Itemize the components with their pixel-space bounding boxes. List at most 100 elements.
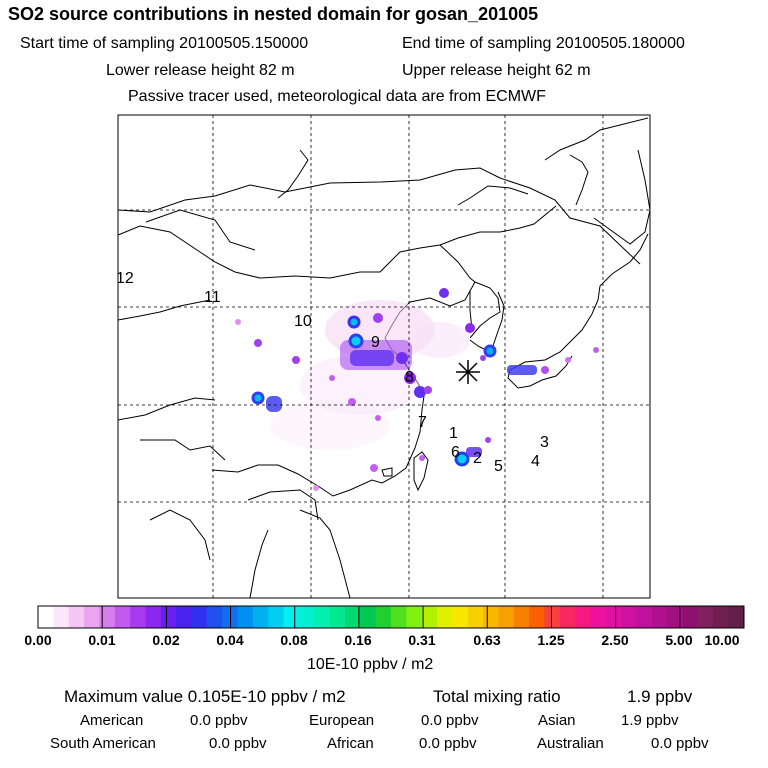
colorbar-cell <box>590 606 607 628</box>
colorbar-cell <box>575 606 592 628</box>
colorbar-tick-label: 0.01 <box>88 632 116 648</box>
colorbar-cell <box>130 606 146 628</box>
total-mixing-label: Total mixing ratio <box>433 687 561 706</box>
colorbar <box>38 606 745 628</box>
colorbar-cell <box>68 606 85 628</box>
colorbar-cell <box>84 606 100 628</box>
european-value: 0.0 ppbv <box>421 712 479 729</box>
colorbar-cell <box>452 606 469 628</box>
colorbar-unit: 10E-10 ppbv / m2 <box>307 656 434 673</box>
american-label: American <box>80 712 144 729</box>
colorbar-cell <box>421 606 438 628</box>
region-label: 12 <box>116 270 134 287</box>
colorbar-cell <box>298 606 315 628</box>
colorbar-cell <box>283 606 300 628</box>
colorbar-cell <box>191 606 208 628</box>
colorbar-cell <box>636 606 653 628</box>
colorbar-cell <box>406 606 423 628</box>
colorbar-cell <box>544 606 561 628</box>
region-label: 1 <box>449 425 458 442</box>
tracer-plume <box>235 288 599 491</box>
region-label: 3 <box>540 434 549 451</box>
colorbar-tick-label: 5.00 <box>665 632 693 648</box>
colorbar-tick-label: 1.25 <box>537 632 565 648</box>
colorbar-cell <box>559 606 576 628</box>
upper-release-height: Upper release height 62 m <box>402 62 591 79</box>
colorbar-cell <box>344 606 361 628</box>
colorbar-tick-label: 0.08 <box>280 632 308 648</box>
colorbar-cell <box>621 606 638 628</box>
colorbar-cell <box>252 606 269 628</box>
colorbar-tick-label: 0.63 <box>473 632 501 648</box>
region-label: 8 <box>405 369 414 386</box>
region-label: 9 <box>371 334 380 351</box>
colorbar-cell <box>513 606 530 628</box>
colorbar-tick-label: 0.16 <box>344 632 372 648</box>
colorbar-frame <box>37 605 745 629</box>
american-value: 0.0 ppbv <box>190 712 248 729</box>
colorbar-cell <box>467 606 484 628</box>
region-label: 4 <box>531 453 540 470</box>
colorbar-cell <box>697 606 714 628</box>
region-label: 5 <box>494 458 503 475</box>
colorbar-tick-label: 0.31 <box>408 632 436 648</box>
colorbar-cell <box>329 606 346 628</box>
lower-release-height: Lower release height 82 m <box>106 62 295 79</box>
colorbar-cell <box>99 606 116 628</box>
colorbar-cell <box>206 606 223 628</box>
colorbar-cell <box>145 606 162 628</box>
colorbar-cell <box>114 606 131 628</box>
colorbar-cell <box>529 606 545 628</box>
start-time: Start time of sampling 20100505.150000 <box>20 35 309 52</box>
colorbar-cell <box>605 606 622 628</box>
african-value: 0.0 ppbv <box>419 735 477 752</box>
region-label: 11 <box>204 289 221 306</box>
region-label: 6 <box>451 444 460 461</box>
colorbar-cell <box>651 606 668 628</box>
colorbar-tick-label: 0.00 <box>24 632 52 648</box>
australian-label: Australian <box>537 735 604 752</box>
south-american-value: 0.0 ppbv <box>209 735 267 752</box>
colorbar-tick-label: 0.04 <box>216 632 244 648</box>
australian-value: 0.0 ppbv <box>651 735 709 752</box>
tracer-note: Passive tracer used, meteorological data… <box>128 88 546 105</box>
colorbar-cell <box>268 606 285 628</box>
colorbar-cell <box>314 606 331 628</box>
total-mixing-value: 1.9 ppbv <box>627 687 693 706</box>
colorbar-cell <box>483 606 499 628</box>
colorbar-cell <box>498 606 515 628</box>
lat-lon-grid <box>118 115 650 598</box>
colorbar-cell <box>360 606 377 628</box>
colorbar-cell <box>160 606 177 628</box>
colorbar-cell <box>713 606 730 628</box>
coastlines <box>118 117 650 598</box>
colorbar-tick-label: 2.50 <box>601 632 629 648</box>
colorbar-cell <box>391 606 407 628</box>
asian-value: 1.9 ppbv <box>621 712 679 729</box>
region-label: 10 <box>294 313 312 330</box>
colorbar-cell <box>682 606 699 628</box>
region-label: 2 <box>473 450 482 467</box>
figure-title: SO2 source contributions in nested domai… <box>8 4 539 24</box>
max-value: Maximum value 0.105E-10 ppbv / m2 <box>64 687 346 706</box>
region-labels: 1 2 3 4 5 6 7 8 9 10 11 12 <box>116 270 549 475</box>
map-area: 1 2 3 4 5 6 7 8 9 10 11 12 <box>116 115 650 598</box>
african-label: African <box>327 735 374 752</box>
colorbar-cell <box>667 606 684 628</box>
region-label: 7 <box>418 414 427 431</box>
end-time: End time of sampling 20100505.180000 <box>402 35 685 52</box>
receptor-asterisk-icon <box>456 360 480 384</box>
colorbar-cell <box>728 606 745 628</box>
colorbar-tick-label: 0.02 <box>152 632 180 648</box>
colorbar-cell <box>375 606 392 628</box>
colorbar-tick-label: 10.00 <box>704 632 740 648</box>
european-label: European <box>309 712 375 729</box>
colorbar-cell <box>176 606 192 628</box>
colorbar-cell <box>437 606 453 628</box>
colorbar-cell <box>53 606 70 628</box>
asian-label: Asian <box>538 712 576 729</box>
colorbar-cell <box>237 606 254 628</box>
south-american-label: South American <box>50 735 156 752</box>
map-frame <box>117 114 651 599</box>
